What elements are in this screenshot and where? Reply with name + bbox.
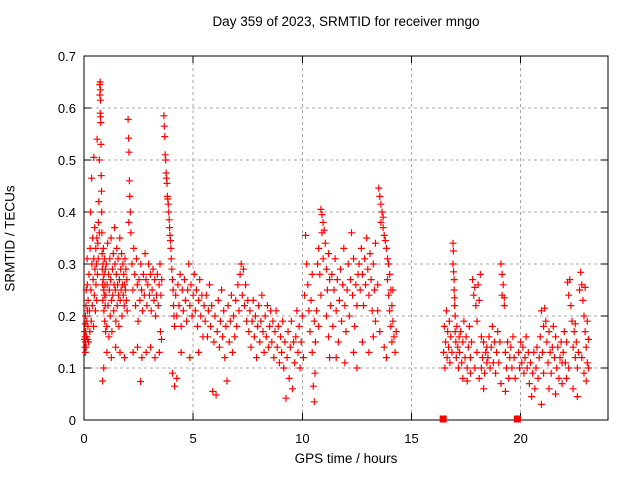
x-tick-label: 20 bbox=[513, 431, 527, 446]
y-tick-label: 0.1 bbox=[58, 361, 76, 376]
y-tick-label: 0.3 bbox=[58, 257, 76, 272]
y-tick-label: 0 bbox=[69, 413, 76, 428]
srmtid-points bbox=[81, 78, 592, 408]
y-tick-label: 0.7 bbox=[58, 49, 76, 64]
x-tick-label: 10 bbox=[295, 431, 309, 446]
y-tick-label: 0.6 bbox=[58, 101, 76, 116]
zero-value-points bbox=[439, 415, 447, 423]
chart-title: Day 359 of 2023, SRMTID for receiver mng… bbox=[212, 14, 480, 29]
y-tick-label: 0.4 bbox=[58, 205, 76, 220]
x-tick-label: 0 bbox=[80, 431, 87, 446]
x-tick-label: 15 bbox=[404, 431, 418, 446]
y-tick-label: 0.2 bbox=[58, 309, 76, 324]
zero-value-points bbox=[513, 415, 521, 423]
y-tick-label: 0.5 bbox=[58, 153, 76, 168]
x-axis-label: GPS time / hours bbox=[294, 451, 398, 466]
x-tick-label: 5 bbox=[190, 431, 197, 446]
